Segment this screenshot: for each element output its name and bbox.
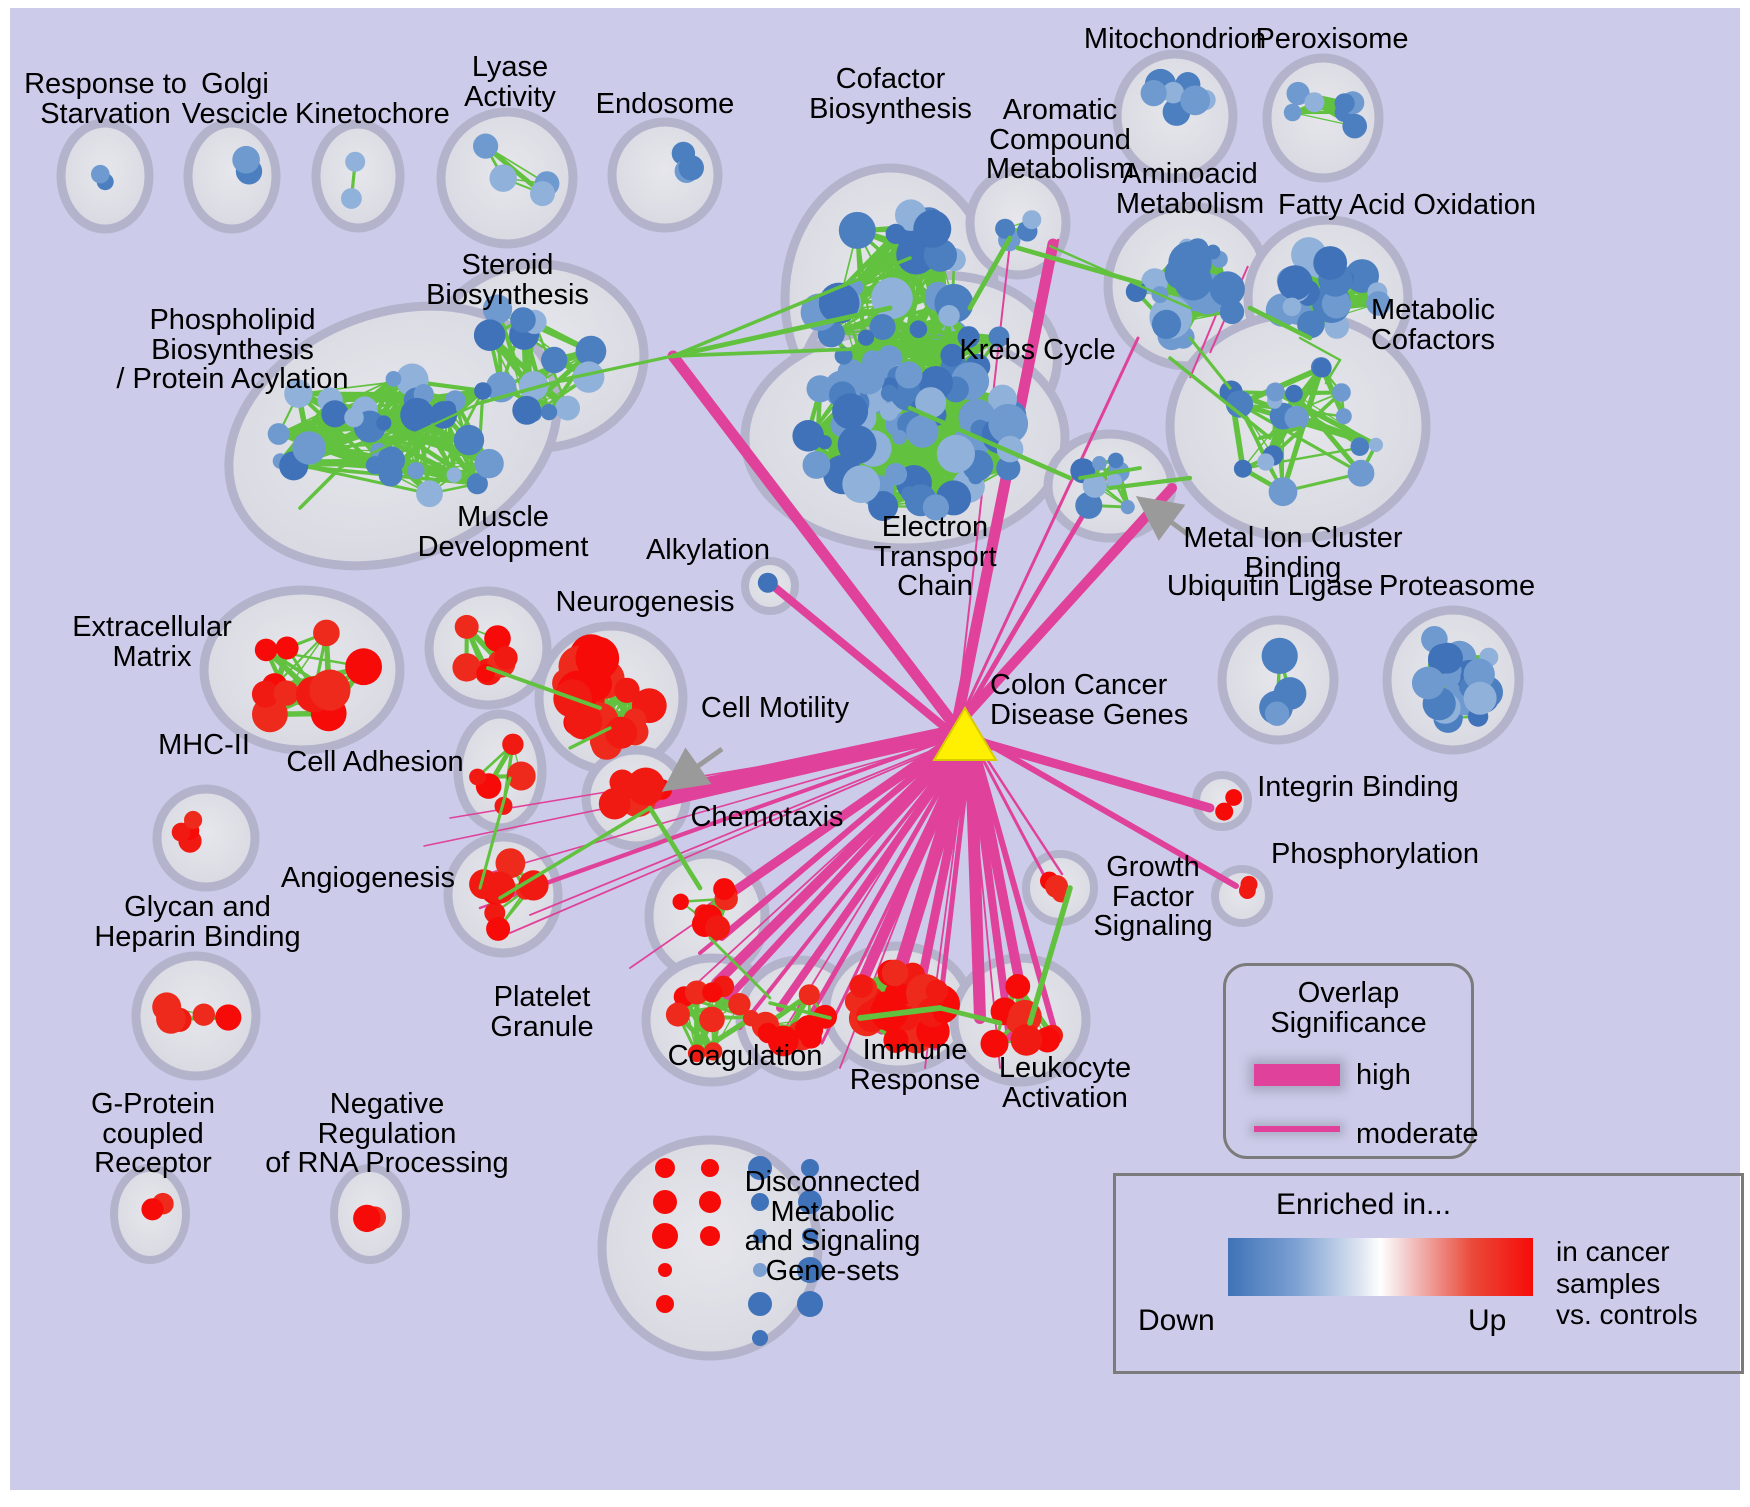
cluster-nodes[interactable]: [473, 294, 607, 425]
cluster-nodes[interactable]: [341, 151, 366, 209]
cluster-nodes[interactable]: [452, 614, 518, 686]
hub-node[interactable]: [932, 706, 998, 761]
bubble-kinetochore[interactable]: [311, 119, 405, 233]
disconnected-nodes[interactable]: [652, 1156, 823, 1346]
cluster-nodes[interactable]: [469, 733, 536, 815]
cluster-nodes[interactable]: [152, 992, 242, 1034]
legend-overlap-title: Overlap Significance: [1270, 977, 1427, 1040]
cluster-nodes[interactable]: [671, 141, 704, 184]
legend-down-label: Down: [1138, 1304, 1215, 1337]
cluster-nodes[interactable]: [251, 619, 382, 733]
cluster-nodes[interactable]: [1411, 626, 1503, 733]
arrow-cell-motility: [661, 746, 724, 792]
legend-enrichment-title: Enriched in...: [1275, 1188, 1452, 1221]
network-canvas: Response to Starvation Golgi Vescicle Ki…: [10, 8, 1744, 1490]
cluster-nodes[interactable]: [980, 974, 1064, 1058]
cluster-nodes[interactable]: [598, 767, 673, 820]
legend-high-swatch: [1254, 1064, 1340, 1086]
cluster-nodes[interactable]: [792, 361, 1029, 521]
cluster-nodes[interactable]: [232, 145, 263, 185]
cluster-nodes[interactable]: [353, 1204, 386, 1233]
cluster-nodes[interactable]: [1040, 871, 1071, 903]
cluster-graphs: [91, 68, 1503, 1346]
cluster-nodes[interactable]: [267, 363, 504, 508]
cluster-nodes[interactable]: [800, 199, 974, 404]
cluster-nodes[interactable]: [1140, 68, 1216, 126]
arrow-metal-ion-cluster-binding: [1135, 496, 1192, 541]
cluster-nodes[interactable]: [552, 634, 667, 760]
cluster-nodes[interactable]: [1265, 237, 1391, 339]
cluster-nodes[interactable]: [665, 975, 760, 1063]
cluster-nodes[interactable]: [751, 984, 837, 1057]
legend-moderate-swatch: [1254, 1126, 1340, 1132]
cluster-nodes[interactable]: [1215, 789, 1243, 821]
bubble-aromatic-compound-metabolism[interactable]: [965, 166, 1071, 280]
cluster-nodes[interactable]: [1070, 452, 1135, 519]
generated-graph-layer: [91, 68, 1503, 1346]
cluster-nodes[interactable]: [1239, 875, 1258, 899]
cluster-nodes[interactable]: [171, 810, 203, 853]
cluster-nodes[interactable]: [1125, 238, 1245, 351]
cluster-nodes[interactable]: [91, 164, 114, 191]
pointer-arrows: [661, 496, 1192, 792]
legend-high-label: high: [1356, 1059, 1411, 1091]
legend-enrichment-side-text: in cancer samples vs. controls: [1556, 1236, 1698, 1331]
legend-overlap-significance: Overlap Significance high moderate: [1223, 963, 1479, 1159]
cluster-nodes[interactable]: [672, 878, 738, 941]
legend-enrichment: Enriched in... Down Up in cancer samples…: [1113, 1173, 1744, 1374]
inter-cluster-edges: [298, 235, 1342, 1026]
legend-up-label: Up: [1468, 1304, 1507, 1337]
bubble-endosome[interactable]: [607, 117, 723, 233]
cluster-nodes[interactable]: [1283, 81, 1367, 139]
cluster-nodes[interactable]: [1259, 637, 1307, 726]
cluster-nodes[interactable]: [141, 1192, 174, 1221]
bubble-golgi-vescicle[interactable]: [183, 118, 281, 234]
cluster-nodes[interactable]: [473, 133, 560, 207]
hub-edges-high: [423, 238, 1239, 1069]
legend-moderate-label: moderate: [1356, 1118, 1479, 1150]
cluster-nodes[interactable]: [844, 959, 960, 1054]
legend-color-gradient-bar: [1228, 1238, 1533, 1296]
cluster-nodes[interactable]: [1219, 357, 1384, 507]
cluster-nodes[interactable]: [757, 572, 778, 593]
bubble-mhc-ii[interactable]: [152, 784, 260, 892]
network-svg: [56, 49, 1524, 1361]
